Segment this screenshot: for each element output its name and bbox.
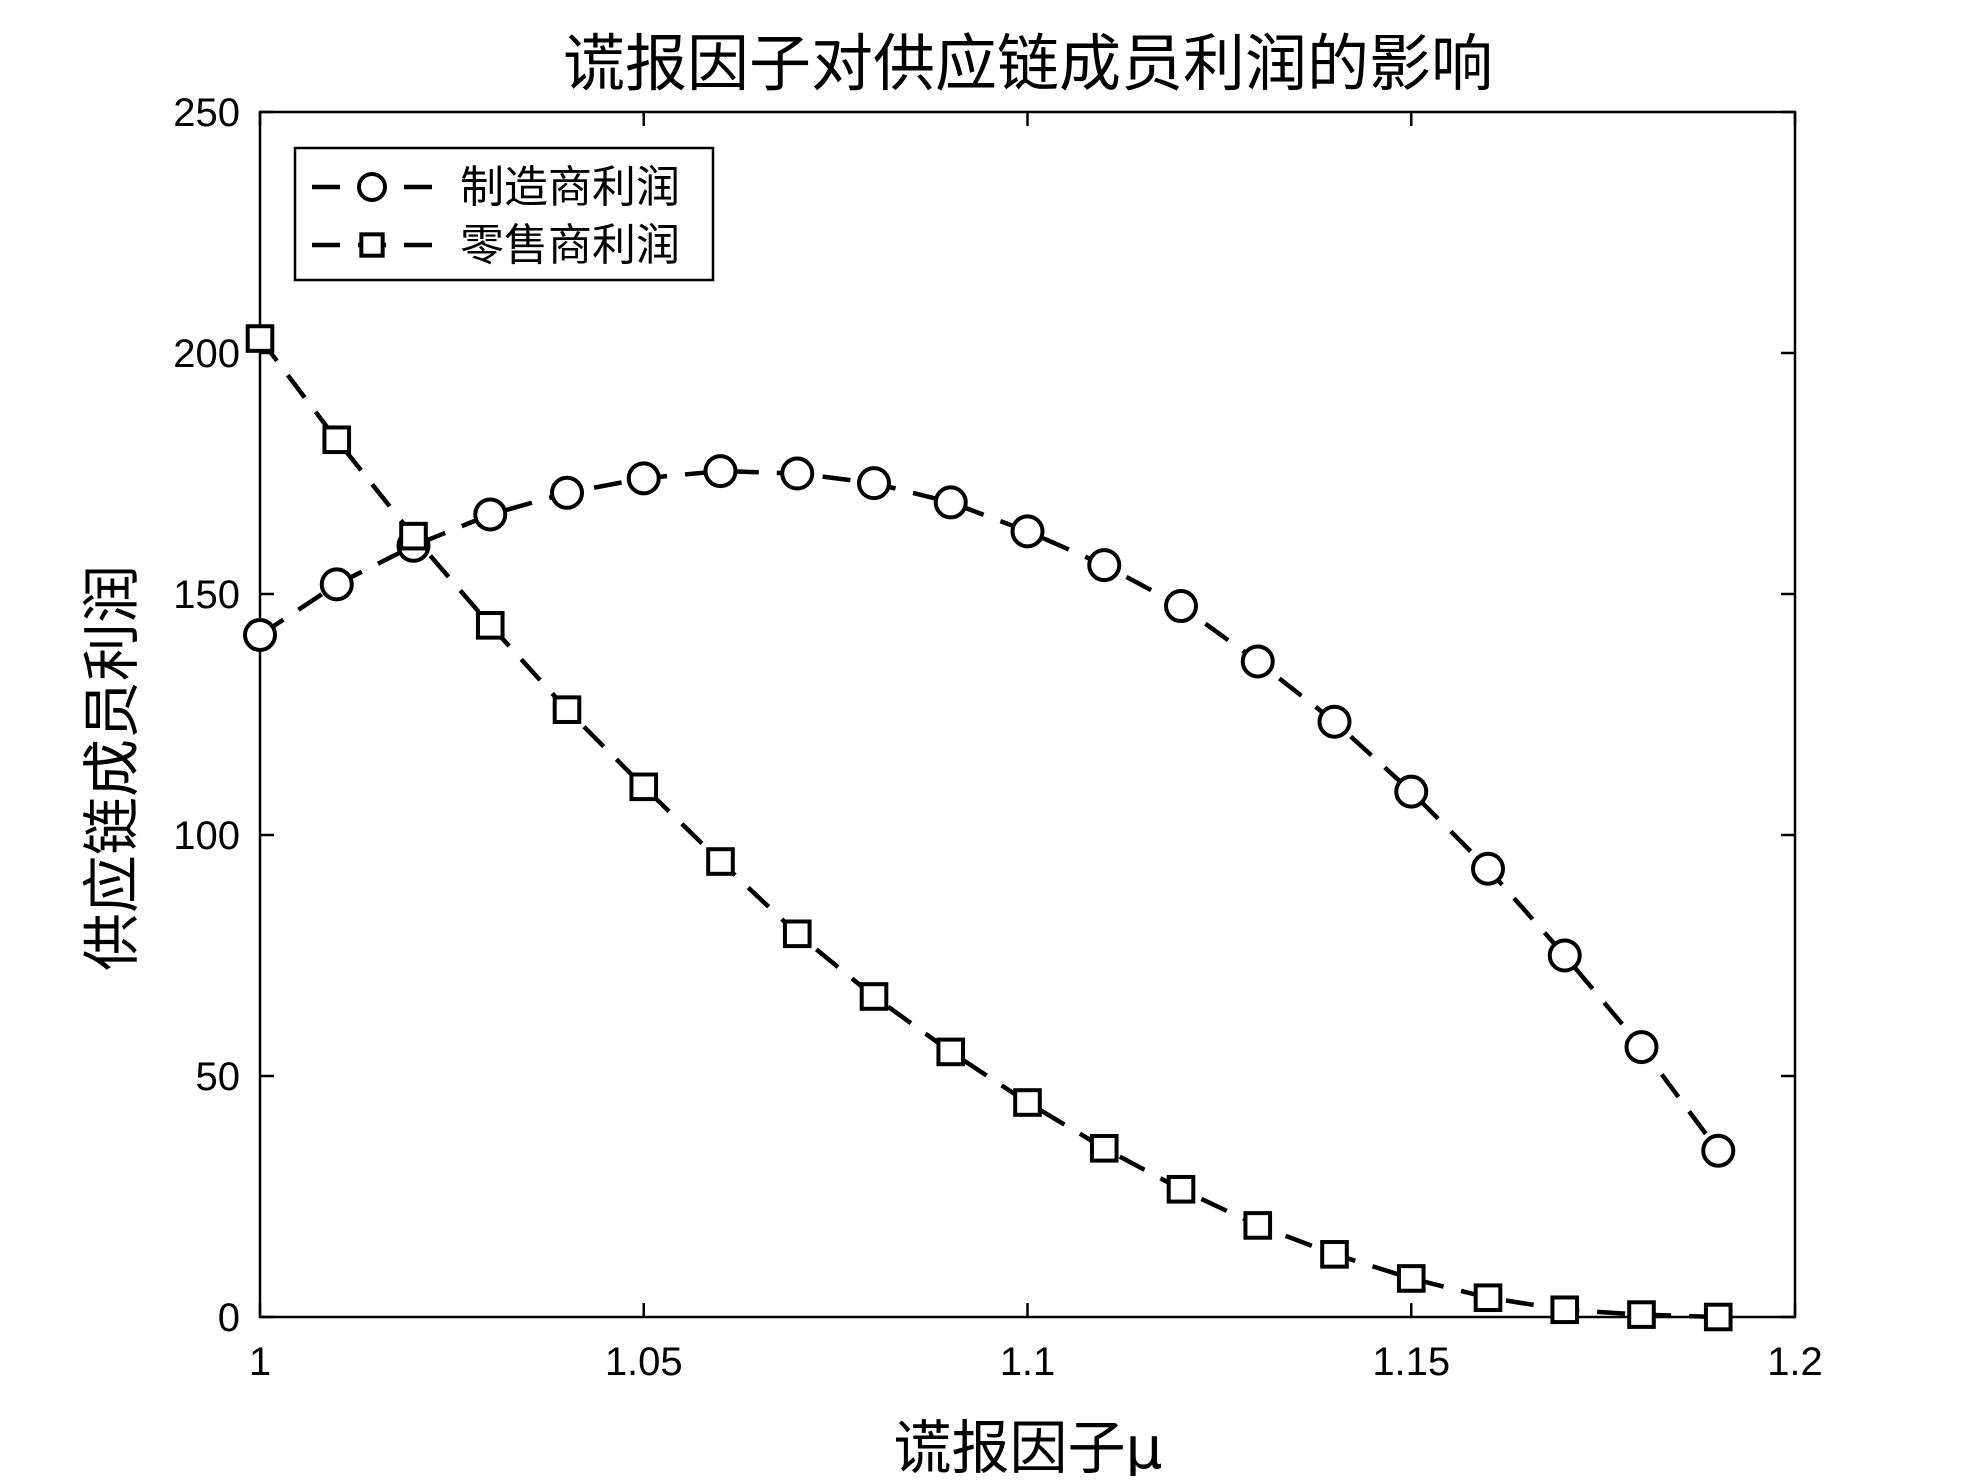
data-point-circle <box>243 617 277 652</box>
ticks: 1 1.05 1.1 1.15 1.2 0 50 100 150 200 250 <box>173 91 1823 1384</box>
data-point-circle <box>703 454 738 489</box>
data-point-square <box>1166 1174 1196 1204</box>
data-point-circle <box>1317 704 1352 739</box>
data-point-square <box>1089 1134 1119 1163</box>
data-point-circle <box>550 475 584 510</box>
data-point-circle <box>857 466 891 501</box>
y-tick-label: 100 <box>173 814 240 858</box>
y-tick-label: 250 <box>173 91 240 135</box>
data-point-circle <box>1010 514 1045 549</box>
x-tick-label: 1.05 <box>605 1340 683 1384</box>
y-axis-label: 供应链成员利润 <box>78 565 146 971</box>
x-axis-label: 谎报因子μ <box>894 1414 1163 1476</box>
legend-entry: 制造商利润 <box>312 162 680 213</box>
data-point-circle <box>1624 1030 1659 1065</box>
legend-marker-circle <box>357 172 387 202</box>
data-point-square <box>245 324 275 353</box>
series-manufacturer <box>243 454 1736 1168</box>
series-line <box>258 337 1719 1320</box>
data-point-square <box>706 847 735 876</box>
data-point-square <box>629 772 659 802</box>
data-point-circle <box>1471 851 1505 886</box>
data-point-circle <box>780 456 815 491</box>
data-point-circle <box>933 485 968 520</box>
legend-label: 零售商利润 <box>460 220 680 271</box>
data-point-circle <box>1701 1133 1736 1168</box>
data-point-square <box>1703 1302 1733 1332</box>
data-point-square <box>936 1037 966 1067</box>
y-tick-label: 50 <box>196 1055 241 1099</box>
data-point-circle <box>1240 644 1275 679</box>
x-tick-label: 1.1 <box>1000 1340 1056 1384</box>
data-point-square <box>1550 1295 1580 1325</box>
data-point-circle <box>1394 774 1429 809</box>
series-line <box>258 468 1721 1153</box>
data-point-square <box>1320 1240 1349 1269</box>
data-point-circle <box>626 461 661 496</box>
data-point-square <box>782 919 812 949</box>
y-tick-label: 0 <box>218 1296 240 1340</box>
data-point-square <box>399 521 428 551</box>
data-point-circle <box>473 497 508 532</box>
data-point-square <box>1473 1283 1503 1313</box>
data-point-circle <box>1164 589 1198 624</box>
x-tick-label: 1 <box>249 1340 271 1384</box>
x-tick-label: 1.15 <box>1372 1340 1450 1384</box>
legend-label: 制造商利润 <box>460 162 680 213</box>
data-point-circle <box>1547 938 1582 973</box>
data-point-square <box>322 425 352 455</box>
plot-area-frame <box>258 110 1797 1319</box>
data-point-square <box>1013 1088 1042 1117</box>
data-point-square <box>859 982 889 1011</box>
series-retailer <box>245 324 1733 1332</box>
data-point-square <box>1396 1264 1426 1293</box>
chart-title: 谎报因子对供应链成员利润的影响 <box>563 27 1493 100</box>
data-point-square <box>552 695 582 724</box>
legend-marker-square <box>359 232 385 258</box>
data-point-circle <box>1087 548 1122 583</box>
y-tick-label: 150 <box>173 573 240 617</box>
legend-entry: 零售商利润 <box>312 220 680 271</box>
data-point-circle <box>319 567 354 602</box>
data-point-square <box>1627 1300 1656 1329</box>
legend-box <box>293 146 715 282</box>
y-tick-label: 200 <box>173 332 240 376</box>
data-point-square <box>1243 1211 1273 1240</box>
data-point-square <box>475 611 505 640</box>
x-tick-label: 1.2 <box>1767 1340 1823 1384</box>
series <box>243 324 1736 1332</box>
